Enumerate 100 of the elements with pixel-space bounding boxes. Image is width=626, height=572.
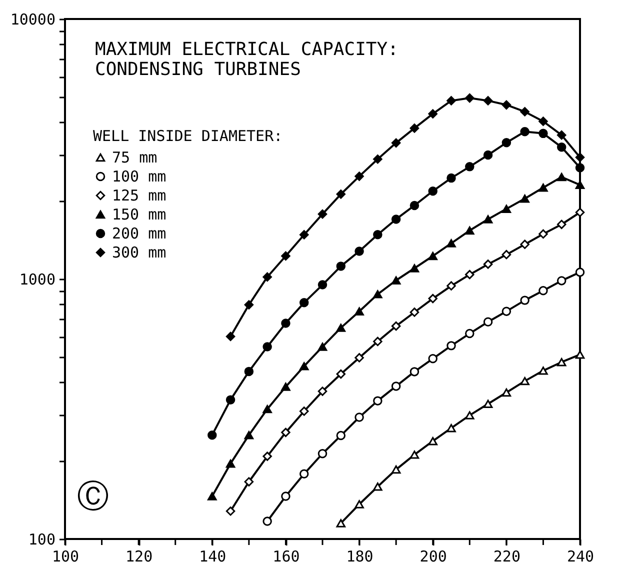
point xyxy=(373,396,382,406)
point xyxy=(465,270,474,280)
point xyxy=(318,342,328,351)
point xyxy=(538,286,548,296)
point xyxy=(556,130,566,140)
point xyxy=(538,184,548,192)
x-tick-label: 220 xyxy=(493,548,520,566)
x-tick-label: 100 xyxy=(52,548,80,566)
point xyxy=(336,430,346,440)
point xyxy=(520,296,530,305)
point xyxy=(502,204,512,213)
point xyxy=(373,290,382,298)
point xyxy=(281,382,290,391)
point xyxy=(262,452,272,461)
point xyxy=(556,172,566,182)
point xyxy=(575,208,585,217)
point xyxy=(502,100,512,110)
point xyxy=(556,220,566,230)
point xyxy=(354,172,364,181)
point xyxy=(465,93,474,103)
x-tick-label: 240 xyxy=(566,548,594,566)
point xyxy=(391,276,401,284)
point xyxy=(299,298,309,308)
point xyxy=(483,260,493,269)
point xyxy=(281,318,290,328)
point xyxy=(483,317,493,326)
point xyxy=(556,276,566,286)
point xyxy=(336,324,346,332)
point xyxy=(502,250,512,260)
point xyxy=(318,386,328,396)
point xyxy=(483,215,493,224)
x-tick-label: 180 xyxy=(346,548,374,566)
point xyxy=(538,116,548,126)
point xyxy=(446,239,456,248)
point xyxy=(446,96,456,106)
point xyxy=(354,412,364,422)
point xyxy=(281,251,290,261)
point xyxy=(465,328,474,338)
point xyxy=(391,321,401,331)
point xyxy=(299,362,309,370)
point xyxy=(428,294,438,304)
point xyxy=(538,128,548,138)
point xyxy=(410,308,420,317)
point xyxy=(428,186,438,196)
point xyxy=(299,469,309,479)
point xyxy=(538,229,548,239)
point xyxy=(575,268,585,277)
point xyxy=(502,388,512,397)
point xyxy=(299,406,309,416)
point xyxy=(244,366,254,376)
point xyxy=(262,404,272,414)
point xyxy=(244,300,254,310)
point xyxy=(208,430,217,440)
point xyxy=(556,142,566,152)
legend-label: 150 mm xyxy=(112,206,166,224)
point xyxy=(446,341,456,350)
point xyxy=(354,307,364,316)
point xyxy=(410,264,420,272)
legend-label: 300 mm xyxy=(112,244,166,262)
legend-label: 75 mm xyxy=(112,148,158,166)
point xyxy=(446,281,456,290)
point xyxy=(373,230,382,240)
point xyxy=(520,107,530,116)
point xyxy=(373,336,382,346)
point xyxy=(299,230,309,240)
point xyxy=(336,262,346,271)
point xyxy=(336,369,346,379)
point xyxy=(410,367,420,376)
legend-title: WELL INSIDE DIAMETER: xyxy=(93,127,283,145)
legend-label: 100 mm xyxy=(112,168,166,186)
point xyxy=(520,240,530,249)
point xyxy=(373,154,382,164)
point xyxy=(373,482,382,491)
point xyxy=(575,152,585,162)
point xyxy=(354,353,364,362)
y-tick-label: 10000 xyxy=(10,10,56,28)
point xyxy=(354,246,364,256)
point xyxy=(428,354,438,364)
point xyxy=(428,109,438,118)
point xyxy=(520,126,530,136)
point xyxy=(410,124,420,133)
point xyxy=(556,358,566,366)
point xyxy=(336,190,346,199)
point xyxy=(575,180,585,190)
point xyxy=(465,411,474,420)
point xyxy=(244,477,254,486)
point xyxy=(226,332,236,342)
point xyxy=(520,376,530,386)
point xyxy=(391,465,401,474)
x-tick-label: 160 xyxy=(272,548,300,566)
point xyxy=(318,449,328,458)
point xyxy=(520,194,530,203)
point xyxy=(391,138,401,148)
legend-label: 200 mm xyxy=(112,224,166,242)
point xyxy=(262,342,272,352)
point xyxy=(483,400,493,408)
point xyxy=(281,428,290,438)
point xyxy=(318,280,328,290)
y-tick-label: 1000 xyxy=(19,270,56,288)
point xyxy=(483,96,493,106)
